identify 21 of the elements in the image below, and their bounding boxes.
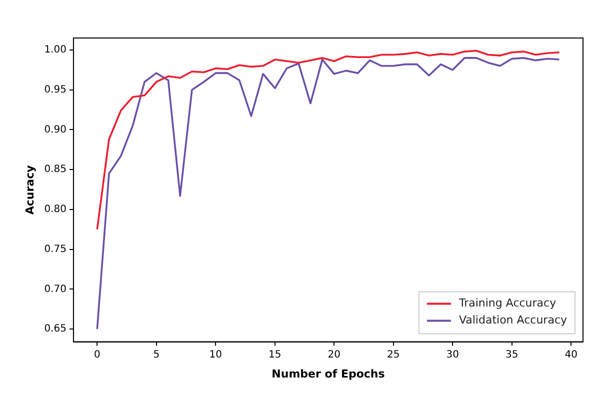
- legend-label: Training Accuracy: [458, 296, 557, 310]
- y-tick-label: 0.95: [44, 84, 66, 96]
- x-axis-title: Number of Epochs: [272, 367, 386, 380]
- x-tick-label: 35: [506, 349, 518, 360]
- x-tick-label: 20: [328, 349, 341, 360]
- x-tick-label: 5: [153, 349, 160, 360]
- y-tick-label: 1.00: [44, 44, 66, 56]
- y-axis-title: Acuracy: [23, 165, 36, 215]
- x-tick-label: 10: [209, 349, 222, 360]
- y-tick-label: 0.90: [44, 124, 66, 136]
- y-tick-label: 0.85: [44, 164, 66, 176]
- legend-label: Validation Accuracy: [458, 314, 568, 327]
- y-tick-label: 0.65: [44, 324, 66, 335]
- y-tick-label: 0.80: [44, 204, 66, 216]
- y-tick-label: 0.75: [44, 244, 66, 255]
- y-tick-label: 0.70: [44, 284, 66, 295]
- x-tick-label: 25: [387, 349, 400, 360]
- x-tick-label: 15: [268, 349, 282, 360]
- x-tick-label: 40: [564, 349, 578, 360]
- x-tick-label: 30: [446, 349, 460, 360]
- x-tick-label: 0: [94, 349, 100, 360]
